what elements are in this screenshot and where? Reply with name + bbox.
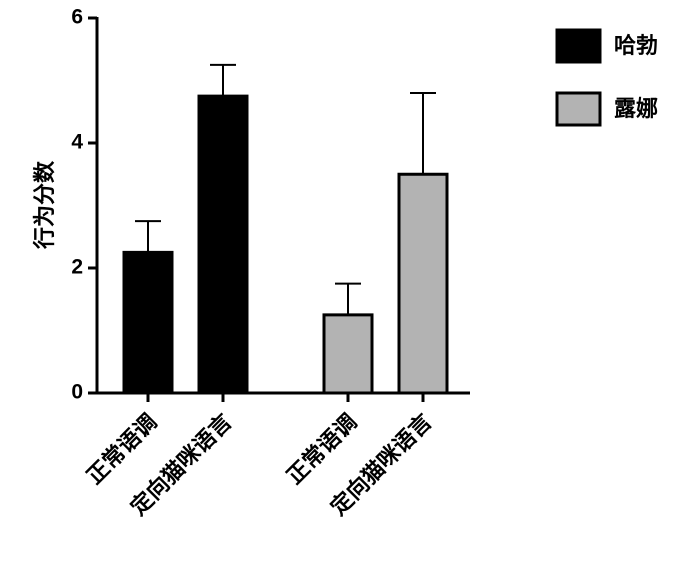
bar: [122, 250, 174, 395]
y-tick-label: 2: [71, 256, 83, 279]
bar: [397, 172, 449, 395]
legend-label: 露娜: [614, 96, 658, 121]
bar: [322, 313, 374, 395]
legend-label: 哈勃: [614, 33, 658, 58]
y-tick-label: 4: [71, 131, 83, 154]
y-tick-label: 0: [71, 381, 83, 404]
y-axis-label: 行为分数: [32, 160, 57, 250]
y-tick-label: 6: [71, 6, 83, 29]
legend-swatch: [555, 28, 602, 64]
legend-swatch: [555, 91, 602, 127]
bar: [197, 94, 249, 395]
